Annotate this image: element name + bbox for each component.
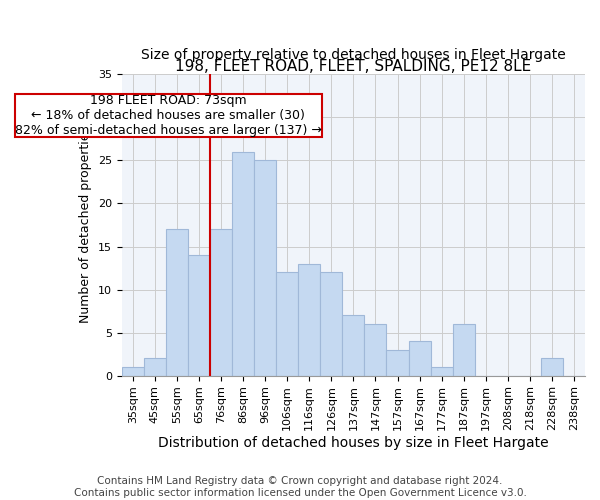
Bar <box>320 272 343 376</box>
Text: Size of property relative to detached houses in Fleet Hargate: Size of property relative to detached ho… <box>141 48 566 62</box>
Bar <box>232 152 254 376</box>
Bar <box>343 316 364 376</box>
Bar <box>452 324 475 376</box>
Bar <box>431 367 452 376</box>
Bar <box>254 160 276 376</box>
Bar <box>409 341 431 376</box>
Bar <box>364 324 386 376</box>
X-axis label: Distribution of detached houses by size in Fleet Hargate: Distribution of detached houses by size … <box>158 436 549 450</box>
Text: 198 FLEET ROAD: 73sqm
← 18% of detached houses are smaller (30)
82% of semi-deta: 198 FLEET ROAD: 73sqm ← 18% of detached … <box>15 94 322 136</box>
Text: Contains HM Land Registry data © Crown copyright and database right 2024.
Contai: Contains HM Land Registry data © Crown c… <box>74 476 526 498</box>
Bar <box>166 230 188 376</box>
Bar <box>188 255 210 376</box>
Bar <box>541 358 563 376</box>
Bar <box>210 230 232 376</box>
Bar <box>276 272 298 376</box>
Bar <box>144 358 166 376</box>
Title: 198, FLEET ROAD, FLEET, SPALDING, PE12 8LE: 198, FLEET ROAD, FLEET, SPALDING, PE12 8… <box>175 60 532 74</box>
Bar <box>298 264 320 376</box>
Bar <box>122 367 144 376</box>
Bar <box>386 350 409 376</box>
Y-axis label: Number of detached properties: Number of detached properties <box>79 126 92 324</box>
